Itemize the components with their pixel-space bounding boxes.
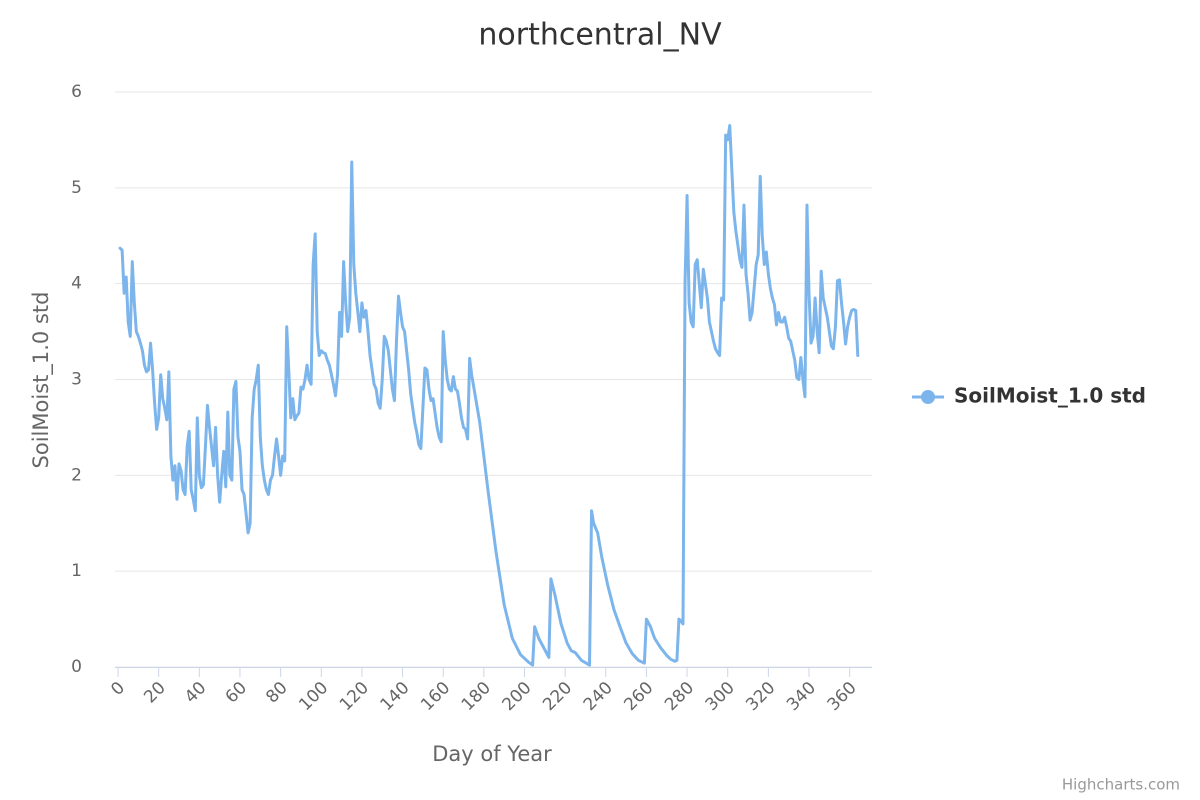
x-tick-label: 320 [742,678,779,715]
x-tick-label: 280 [661,678,698,715]
legend-symbol-marker [921,390,935,404]
x-tick-label: 0 [107,678,129,700]
chart-title: northcentral_NV [478,18,722,53]
x-tick-label: 180 [458,678,495,715]
x-tick-label: 240 [580,678,617,715]
x-tick-label: 340 [783,678,820,715]
x-tick-label: 200 [498,678,535,715]
x-tick-label: 100 [295,678,332,715]
x-tick-label: 160 [417,678,454,715]
credits: Highcharts.com [1062,776,1180,794]
x-tick-label: 300 [702,678,739,715]
y-tick-label: 1 [71,561,82,581]
x-tick-label: 120 [336,678,373,715]
y-tick-label: 6 [71,82,82,102]
y-tick-label: 2 [71,465,82,485]
legend-label: SoilMoist_1.0 std [954,384,1146,408]
x-tick-label: 60 [222,678,251,707]
x-tick-label: 140 [377,678,414,715]
y-tick-label: 4 [71,274,82,294]
x-tick-label: 20 [140,678,169,707]
x-tick-label: 220 [539,678,576,715]
x-tick-label: 260 [620,678,657,715]
x-tick-label: 360 [824,678,861,715]
x-tick-label: 40 [181,678,210,707]
y-tick-label: 3 [71,370,82,390]
x-axis-label: Day of Year [432,742,552,766]
y-axis-label: SoilMoist_1.0 std [29,292,54,469]
x-tick-label: 80 [262,678,291,707]
y-tick-label: 0 [71,657,82,677]
line-series [118,124,860,667]
y-tick-label: 5 [71,178,82,198]
